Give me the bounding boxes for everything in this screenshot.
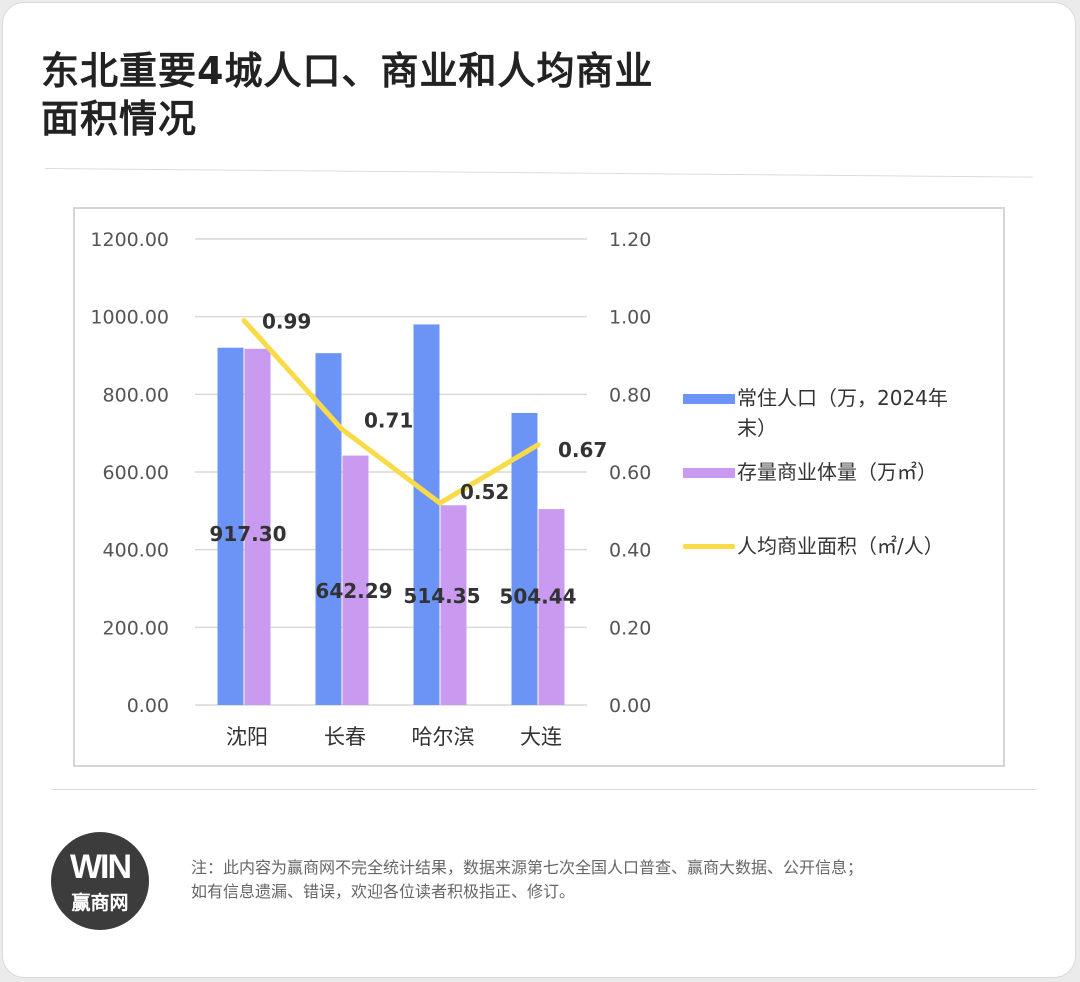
bar-stock-1 <box>342 455 369 705</box>
category-labels: 沈阳 长春 哈尔滨 大连 <box>226 725 562 749</box>
combo-chart: 0.00 200.00 400.00 600.00 800.00 1000.00 1200.… <box>90 229 651 749</box>
bar-population-0 <box>217 347 244 705</box>
stock-data-label: 514.35 <box>403 584 480 608</box>
bar-stock-2 <box>440 505 467 705</box>
left-tick-label: 800.00 <box>103 384 169 406</box>
legend-swatch-per-capita <box>683 544 735 549</box>
per-capita-data-label: 0.99 <box>262 310 311 334</box>
right-axis-ticks: 0.00 0.20 0.40 0.60 0.80 1.00 1.20 <box>609 229 651 717</box>
right-tick-label: 1.20 <box>609 229 651 251</box>
legend-swatch-stock <box>683 468 735 478</box>
data-labels: 917.30 642.29 514.35 504.44 0.99 0.71 0.52 0.67 <box>209 310 607 609</box>
right-tick-label: 0.20 <box>609 617 651 639</box>
brand-logo: WIN 赢商网 <box>51 832 149 930</box>
category-label: 大连 <box>520 725 562 749</box>
left-tick-label: 400.00 <box>103 540 169 562</box>
right-tick-label: 0.00 <box>609 695 651 717</box>
bar-stock-3 <box>538 509 565 705</box>
bar-stock-0 <box>244 348 271 705</box>
right-tick-label: 0.40 <box>609 540 651 562</box>
footer-divider <box>51 789 1037 790</box>
page-title: 东北重要4城人口、商业和人均商业 面积情况 <box>41 47 761 143</box>
title-line-1: 东北重要4城人口、商业和人均商业 <box>41 49 654 93</box>
note-line-1: 注：此内容为赢商网不完全统计结果，数据来源第七次全国人口普查、赢商大数据、公开信… <box>191 858 864 877</box>
chart-frame: 0.00 200.00 400.00 600.00 800.00 1000.00 1200.… <box>73 207 1005 767</box>
right-tick-label: 1.00 <box>609 307 651 329</box>
right-tick-label: 0.80 <box>609 384 651 406</box>
category-label: 长春 <box>324 725 366 749</box>
legend-swatch-population <box>683 394 735 404</box>
per-capita-data-label: 0.71 <box>364 408 413 432</box>
left-tick-label: 0.00 <box>127 695 169 717</box>
per-capita-line <box>241 318 541 506</box>
stock-data-label: 504.44 <box>499 584 576 608</box>
right-tick-label: 0.60 <box>609 462 651 484</box>
left-tick-label: 1000.00 <box>90 307 169 329</box>
left-tick-label: 200.00 <box>103 617 169 639</box>
logo-name: 赢商网 <box>71 892 129 914</box>
per-capita-line-path <box>241 318 541 506</box>
logo-mark: WIN <box>69 848 132 886</box>
category-label: 哈尔滨 <box>412 725 475 749</box>
title-divider <box>44 168 1033 178</box>
legend-label-stock: 存量商业体量（万㎡） <box>737 460 937 484</box>
category-label: 沈阳 <box>226 725 268 749</box>
left-tick-label: 1200.00 <box>90 229 169 251</box>
bar-population-3 <box>511 412 538 705</box>
legend-label-per-capita: 人均商业面积（㎡/人） <box>737 534 944 558</box>
left-tick-label: 600.00 <box>103 462 169 484</box>
stock-data-label: 917.30 <box>209 522 286 546</box>
source-note: 注：此内容为赢商网不完全统计结果，数据来源第七次全国人口普查、赢商大数据、公开信… <box>191 856 1011 904</box>
note-line-2: 如有信息遗漏、错误，欢迎各位读者积极指正、修订。 <box>191 882 576 901</box>
title-line-2: 面积情况 <box>41 97 198 141</box>
bars <box>217 324 565 705</box>
stock-data-label: 642.29 <box>315 579 392 603</box>
per-capita-data-label: 0.67 <box>558 438 607 462</box>
per-capita-data-label: 0.52 <box>460 480 509 504</box>
left-axis-ticks: 0.00 200.00 400.00 600.00 800.00 1000.00 1200.… <box>90 229 169 717</box>
bar-population-2 <box>413 324 440 705</box>
legend-label-population-line2: 末） <box>737 416 777 440</box>
legend-label-population-line1: 常住人口（万，2024年 <box>737 386 948 410</box>
